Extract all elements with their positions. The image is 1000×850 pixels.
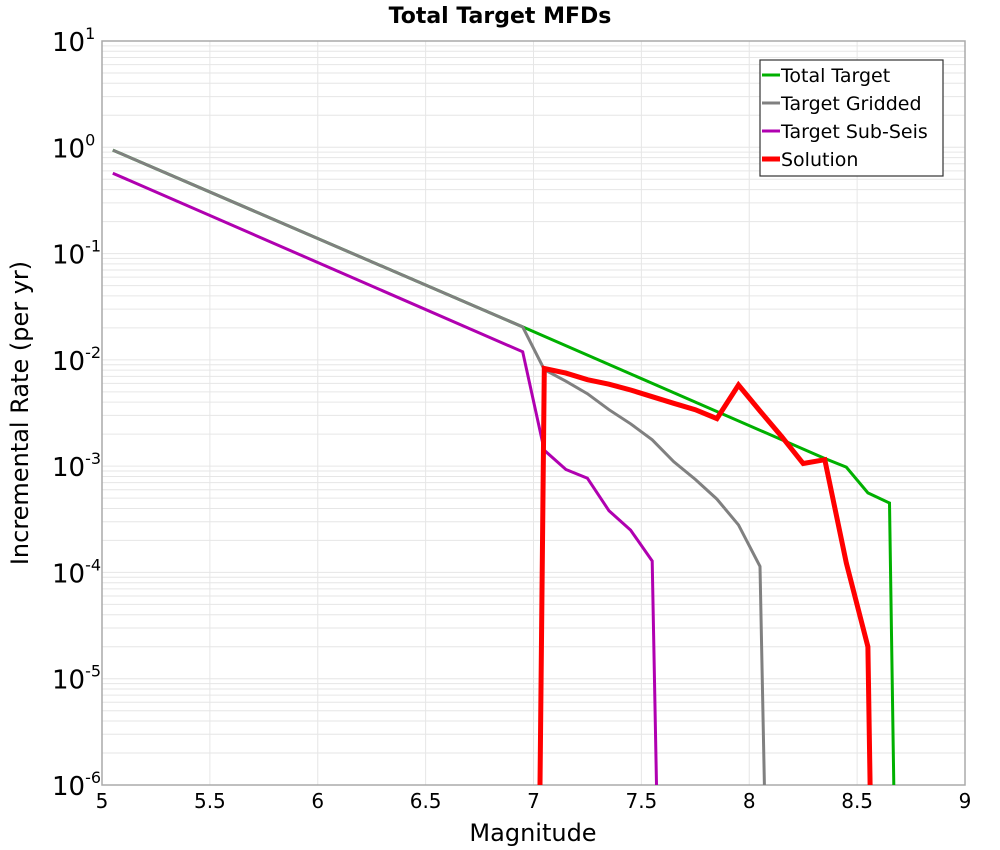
y-tick-label: 10-6 [52, 768, 101, 802]
x-tick-label: 7 [527, 789, 540, 813]
x-tick-label: 6.5 [410, 789, 442, 813]
y-tick-label: 10-1 [52, 237, 101, 271]
x-axis-ticks: 5 5.5 6 6.5 7 7.5 8 8.5 9 [96, 789, 972, 813]
series-total-target [112, 148, 896, 786]
x-tick-label: 5 [96, 789, 109, 813]
y-tick-label: 10-4 [52, 555, 101, 589]
x-tick-label: 8.5 [841, 789, 873, 813]
grid-lines [101, 41, 966, 786]
series-layer [112, 148, 896, 786]
series-target-sub-seis [112, 171, 658, 786]
series-solution [537, 365, 873, 786]
y-tick-label: 10-2 [52, 343, 101, 377]
legend-label: Total Target [780, 65, 890, 87]
x-axis-label: Magnitude [469, 819, 596, 847]
x-tick-label: 6 [311, 789, 324, 813]
x-tick-label: 5.5 [194, 789, 226, 813]
legend: Total Target Target Gridded Target Sub-Sei… [759, 59, 944, 177]
legend-label: Target Gridded [780, 93, 922, 115]
x-tick-label: 7.5 [625, 789, 657, 813]
x-tick-label: 8 [743, 789, 756, 813]
legend-label: Solution [781, 149, 858, 171]
y-axis-label: Incremental Rate (per yr) [6, 261, 34, 565]
y-tick-label: 10-5 [52, 662, 101, 696]
legend-box [759, 59, 944, 177]
series-target-gridded [112, 148, 766, 786]
chart-title: Total Target MFDs [389, 4, 612, 29]
x-tick-label: 9 [959, 789, 972, 813]
y-tick-label: 10-3 [52, 449, 101, 483]
plot-area [101, 40, 966, 786]
y-tick-label: 101 [52, 24, 95, 58]
y-axis-ticks: 101 100 10-1 10-2 10-3 10-4 10-5 10-6 [52, 24, 101, 802]
y-tick-label: 100 [52, 130, 95, 164]
legend-label: Target Sub-Seis [780, 121, 928, 143]
